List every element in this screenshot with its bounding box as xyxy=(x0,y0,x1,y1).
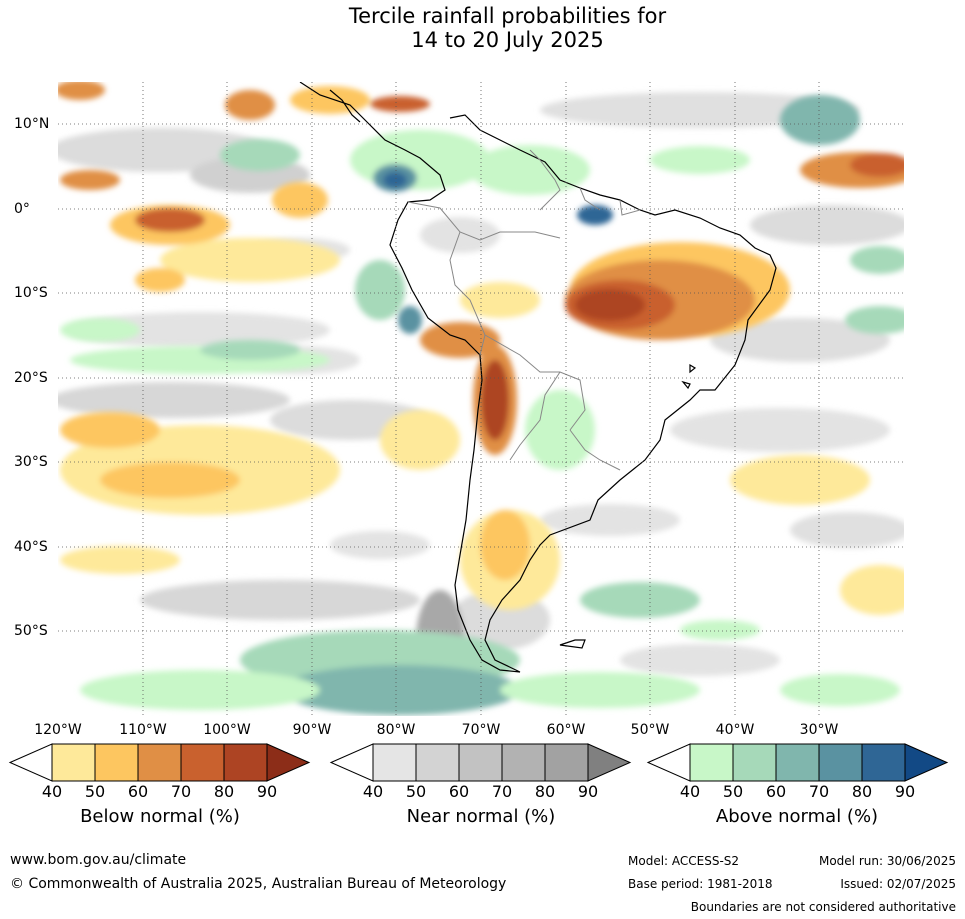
copyright-notice: © Commonwealth of Australia 2025, Austra… xyxy=(10,876,507,892)
colorbar-tick-label: 70 xyxy=(491,782,513,801)
colorbar-tick-label: 60 xyxy=(127,782,149,801)
colorbar-segment xyxy=(501,743,546,782)
colorbar-segment xyxy=(458,743,503,782)
colorbar-tick-label: 80 xyxy=(534,782,556,801)
colorbar-extend-high xyxy=(587,743,632,782)
colorbar-tick-label: 70 xyxy=(170,782,192,801)
lon-label: 60°W xyxy=(546,722,586,738)
colorbar-segment xyxy=(137,743,182,782)
colorbar-tick-label: 50 xyxy=(722,782,744,801)
colorbar-segment xyxy=(818,743,863,782)
lon-label: 30°W xyxy=(799,722,839,738)
lat-label: 50°S xyxy=(14,623,48,639)
lon-label: 50°W xyxy=(630,722,670,738)
model-run-date: Model run: 30/06/2025 xyxy=(818,854,956,868)
colorbar-segment xyxy=(861,743,906,782)
colorbar-segment xyxy=(544,743,589,782)
colorbar-tick-label: 40 xyxy=(362,782,384,801)
colorbar-tick-label: 80 xyxy=(213,782,235,801)
above-normal-areas xyxy=(60,95,904,715)
colorbar-segment xyxy=(180,743,225,782)
lon-label: 70°W xyxy=(461,722,501,738)
colorbar-tick-label: 70 xyxy=(808,782,830,801)
colorbar-extend-high xyxy=(904,743,949,782)
lon-label: 100°W xyxy=(203,722,251,738)
coastlines xyxy=(299,82,777,673)
colorbar-segment xyxy=(775,743,820,782)
colorbar-tick-label: 90 xyxy=(894,782,916,801)
lon-label: 80°W xyxy=(376,722,416,738)
colorbar-tick-label: 90 xyxy=(577,782,599,801)
website-url[interactable]: www.bom.gov.au/climate xyxy=(10,852,187,868)
above-normal-colorbar xyxy=(646,743,949,782)
below-normal-areas xyxy=(58,82,904,615)
probability-field xyxy=(58,82,904,716)
colorbar-tick-label: 40 xyxy=(679,782,701,801)
colorbar-segment xyxy=(51,743,96,782)
colorbar-segment xyxy=(415,743,460,782)
colorbar-segment xyxy=(94,743,139,782)
model-name: Model: ACCESS-S2 xyxy=(628,854,740,868)
title-line-2: 14 to 20 July 2025 xyxy=(411,28,604,52)
near-normal-legend-title: Near normal (%) xyxy=(406,806,556,827)
lon-label: 40°W xyxy=(715,722,755,738)
boundaries-disclaimer: Boundaries are not considered authoritat… xyxy=(690,900,956,914)
colorbar-tick-label: 60 xyxy=(765,782,787,801)
colorbar-tick-label: 80 xyxy=(851,782,873,801)
colorbars xyxy=(8,743,949,782)
colorbar-segment xyxy=(372,743,417,782)
lon-label: 90°W xyxy=(292,722,332,738)
colorbar-tick-label: 50 xyxy=(405,782,427,801)
below-normal-colorbar xyxy=(8,743,311,782)
lat-label: 0° xyxy=(14,201,30,217)
above-normal-legend-title: Above normal (%) xyxy=(715,806,879,827)
colorbar-extend-high xyxy=(266,743,311,782)
colorbar-tick-label: 60 xyxy=(448,782,470,801)
map-title: Tercile rainfall probabilities for 14 to… xyxy=(0,4,965,52)
colorbar-extend-low xyxy=(8,743,53,782)
lon-label: 110°W xyxy=(119,722,167,738)
lat-label: 10°N xyxy=(14,116,50,132)
colorbar-segment xyxy=(223,743,268,782)
country-boundaries xyxy=(407,149,641,471)
colorbar-extend-low xyxy=(646,743,691,782)
near-normal-colorbar xyxy=(329,743,632,782)
lon-label: 120°W xyxy=(34,722,82,738)
below-normal-legend-title: Below normal (%) xyxy=(80,806,240,827)
colorbar-tick-label: 40 xyxy=(41,782,63,801)
colorbar-extend-low xyxy=(329,743,374,782)
issued-date: Issued: 02/07/2025 xyxy=(840,877,956,891)
lat-label: 10°S xyxy=(14,285,48,301)
lat-label: 40°S xyxy=(14,539,48,555)
colorbar-segment xyxy=(732,743,777,782)
title-line-1: Tercile rainfall probabilities for xyxy=(348,4,667,28)
lat-label: 20°S xyxy=(14,370,48,386)
colorbar-segment xyxy=(689,743,734,782)
colorbar-tick-label: 50 xyxy=(84,782,106,801)
base-period: Base period: 1981-2018 xyxy=(628,877,773,891)
graticule xyxy=(58,82,904,716)
colorbar-tick-label: 90 xyxy=(256,782,278,801)
lat-label: 30°S xyxy=(14,454,48,470)
